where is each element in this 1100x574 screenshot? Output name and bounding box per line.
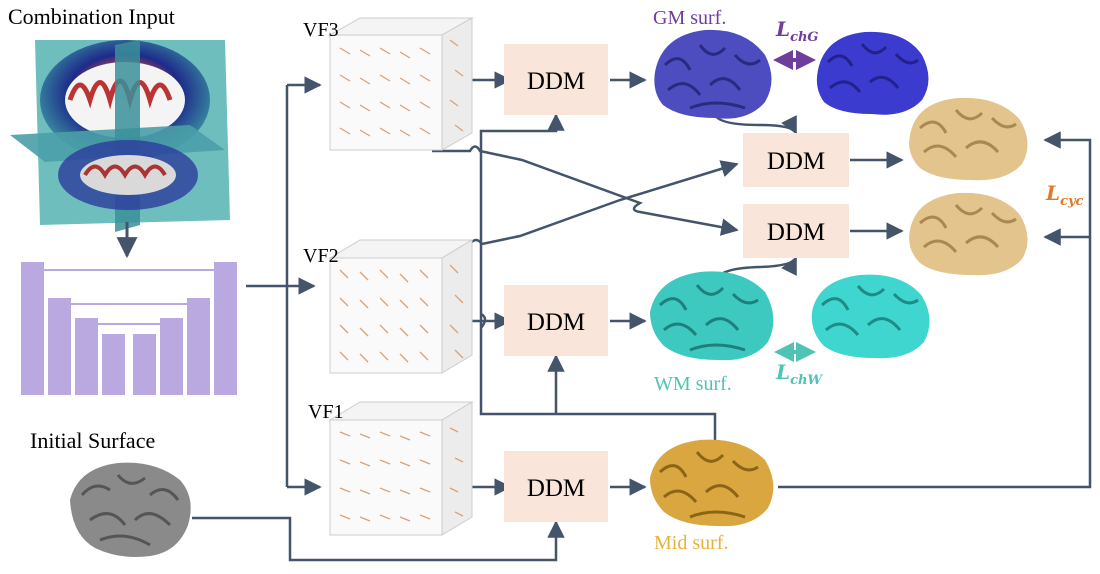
ddm-label: DDM [767, 148, 825, 175]
mid-surface-label: Mid surf. [654, 532, 728, 554]
ddm-block-cycle-lower: DDM [743, 204, 849, 258]
wm-surface-label: WM surf. [654, 373, 732, 395]
vf2-label: VF2 [303, 245, 339, 267]
ddm-block-cycle-upper: DDM [743, 133, 849, 187]
ddm-block-wm: DDM [504, 285, 608, 356]
gm-surface-label: GM surf. [653, 7, 726, 29]
chamfer-wm-loss: LchW [775, 360, 823, 388]
gm-surface-brain [654, 29, 772, 119]
ddm-label: DDM [527, 475, 585, 502]
cycle-loss: Lcyc [1045, 181, 1084, 209]
connector-lines [192, 71, 1092, 562]
wm-surface-brain [650, 271, 774, 361]
initial-surface-brain [70, 462, 191, 557]
ddm-label: DDM [527, 309, 585, 336]
chamfer-gm-loss: LchG [775, 17, 819, 45]
ddm-label: DDM [527, 68, 585, 95]
vf1-cube [328, 401, 474, 536]
cycle-brain-lower [909, 192, 1028, 276]
cycle-brain-upper [909, 97, 1028, 181]
gm-target-brain [816, 31, 929, 115]
vf1-label: VF1 [308, 401, 344, 423]
vf3-cube [328, 17, 474, 151]
wm-target-brain [811, 274, 930, 359]
initial-surface-label: Initial Surface [30, 428, 155, 453]
vf3-label: VF3 [303, 19, 339, 41]
vf2-cube [328, 239, 474, 374]
unet-block [21, 262, 237, 395]
combination-input-title: Combination Input [8, 4, 175, 29]
mid-surface-brain [650, 439, 774, 527]
ddm-block-gm: DDM [504, 44, 608, 115]
ddm-block-mid: DDM [504, 451, 608, 522]
ddm-label: DDM [767, 219, 825, 246]
mri-volume-image [10, 40, 230, 232]
